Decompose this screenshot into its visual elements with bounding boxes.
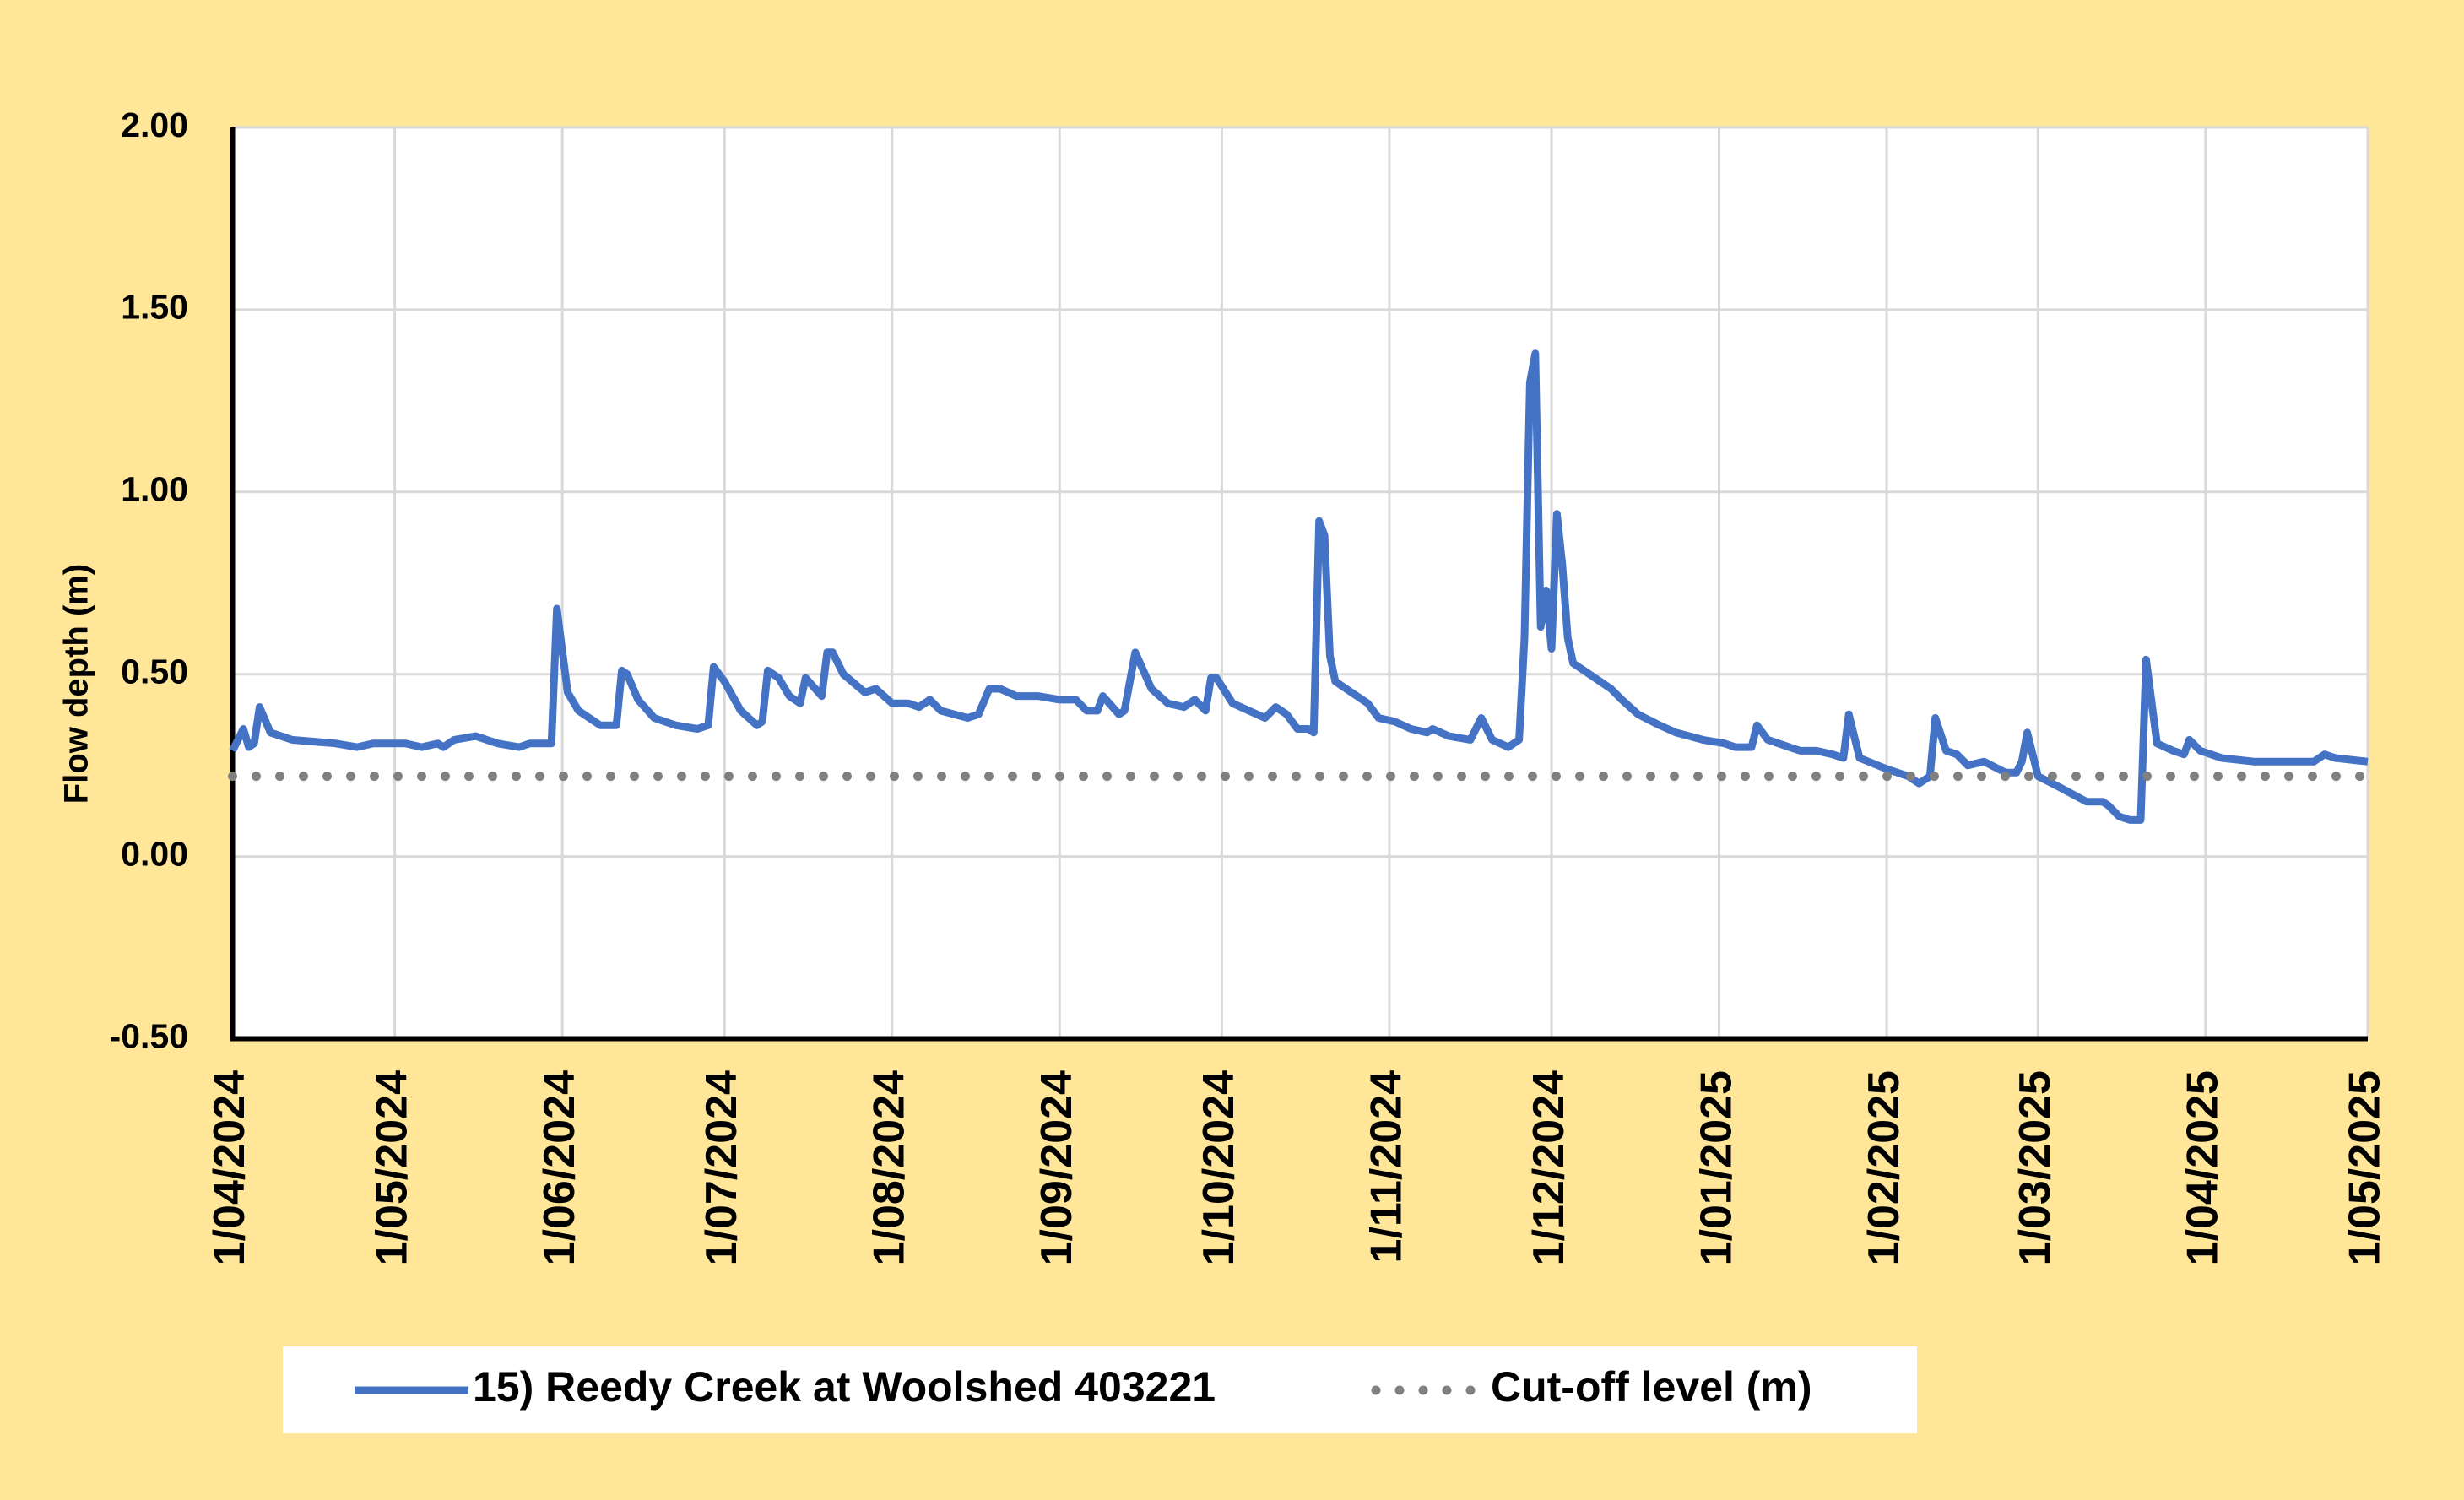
y-tick-label: 0.00 bbox=[121, 834, 188, 873]
x-tick-label: 1/08/2024 bbox=[864, 1070, 913, 1265]
x-tick-label: 1/01/2025 bbox=[1692, 1070, 1741, 1265]
x-tick-label: 1/04/2025 bbox=[2179, 1070, 2228, 1265]
x-tick-label: 1/05/2024 bbox=[367, 1070, 416, 1265]
legend-box bbox=[283, 1346, 1917, 1433]
y-tick-label: -0.50 bbox=[110, 1016, 188, 1055]
y-tick-label: 1.50 bbox=[121, 288, 188, 327]
y-tick-label: 1.00 bbox=[121, 470, 188, 509]
y-axis-title: Flow depth (m) bbox=[58, 564, 95, 804]
x-tick-label: 1/07/2024 bbox=[697, 1070, 746, 1265]
x-tick-label: 1/06/2024 bbox=[535, 1070, 584, 1265]
x-tick-label: 1/04/2024 bbox=[205, 1070, 254, 1265]
x-tick-label: 1/02/2025 bbox=[1860, 1070, 1909, 1265]
legend-label: 15) Reedy Creek at Woolshed 403221 bbox=[473, 1363, 1216, 1411]
plot-area bbox=[232, 127, 2368, 1039]
x-tick-label: 1/03/2025 bbox=[2011, 1070, 2060, 1265]
y-tick-label: 2.00 bbox=[121, 106, 188, 144]
x-tick-label: 1/09/2024 bbox=[1032, 1070, 1081, 1265]
x-tick-label: 1/12/2024 bbox=[1524, 1070, 1573, 1265]
legend-label: Cut-off level (m) bbox=[1491, 1363, 1812, 1411]
y-tick-label: 0.50 bbox=[121, 653, 188, 691]
x-tick-label: 1/10/2024 bbox=[1194, 1070, 1243, 1265]
x-tick-label: 1/05/2025 bbox=[2341, 1070, 2390, 1265]
series-line bbox=[229, 349, 2369, 824]
x-tick-label: 1/11/2024 bbox=[1362, 1070, 1411, 1264]
